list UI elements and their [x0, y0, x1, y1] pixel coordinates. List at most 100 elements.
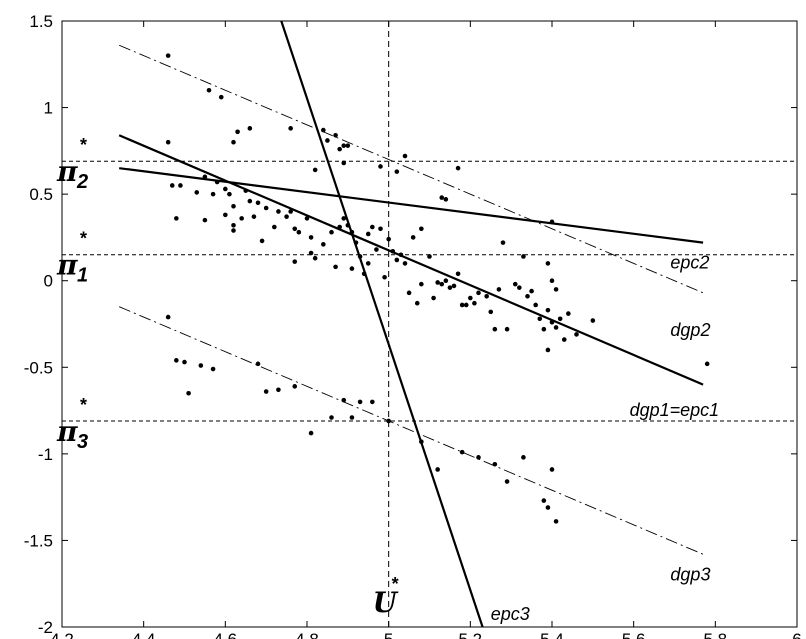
data-point	[312, 255, 318, 261]
data-point	[521, 254, 526, 259]
data-point	[427, 254, 432, 259]
data-point	[231, 228, 236, 233]
data-point	[517, 285, 522, 290]
data-point	[704, 361, 710, 367]
line-dgp2	[118, 44, 704, 294]
data-point	[549, 467, 555, 472]
y-tick-label: -0.5	[24, 358, 53, 377]
axis-ticks: 4.2 4.4 4.6 4.8 5 5.2 5.4 5.6 5.8 6 1.5 1 0.5 0 -0.5 -1…	[24, 12, 802, 639]
data-point	[553, 325, 559, 330]
data-point	[227, 191, 232, 197]
data-point	[341, 397, 347, 403]
data-point	[296, 229, 302, 235]
data-point	[525, 293, 530, 299]
data-point	[488, 309, 494, 315]
data-point	[202, 217, 208, 223]
data-point	[333, 264, 338, 270]
data-point	[476, 290, 481, 296]
reference-lines	[62, 21, 797, 627]
data-point	[443, 278, 449, 284]
line-labels: epc2 dgp2 dgp1=epc1 dgp3 epc3	[491, 253, 719, 624]
data-point	[341, 143, 347, 148]
data-point	[541, 498, 547, 503]
data-point	[590, 318, 596, 323]
data-point	[574, 332, 579, 337]
symbol-pi: π	[56, 155, 78, 188]
data-point	[472, 300, 477, 306]
data-point	[272, 224, 277, 230]
data-point	[378, 164, 383, 169]
data-point	[435, 280, 440, 285]
data-point	[169, 183, 175, 188]
x-tick-label: 4.2	[50, 630, 74, 639]
data-point	[345, 223, 351, 228]
y-tick-label: 0.5	[29, 185, 53, 204]
superscript-star: *	[392, 574, 399, 594]
data-point	[304, 216, 310, 221]
data-point	[202, 174, 208, 180]
data-point	[357, 399, 363, 405]
data-point	[288, 209, 293, 214]
data-point	[174, 216, 179, 221]
data-point	[325, 138, 330, 143]
data-point	[345, 143, 351, 148]
symbol-pi3-star: *π 3	[56, 395, 88, 453]
data-point	[174, 358, 179, 363]
data-point	[337, 146, 342, 152]
data-point	[419, 226, 424, 232]
data-point	[247, 126, 253, 131]
data-point	[439, 281, 445, 287]
data-point	[406, 290, 412, 296]
data-point	[545, 261, 551, 266]
data-point	[549, 219, 555, 225]
data-point	[165, 53, 171, 58]
data-point	[370, 399, 375, 405]
data-point	[492, 461, 498, 467]
reference-symbols: *π 2*π 1*π 3U*	[56, 135, 399, 619]
symbol-pi: π	[56, 415, 78, 448]
data-point	[341, 160, 347, 166]
data-point	[288, 126, 293, 131]
data-point	[214, 179, 220, 185]
data-point	[276, 387, 281, 393]
data-point	[521, 455, 526, 460]
data-point	[451, 283, 457, 289]
data-point	[247, 198, 253, 204]
data-point	[239, 216, 244, 221]
x-tick-label: 5.2	[459, 630, 483, 639]
data-point	[419, 281, 424, 287]
data-point	[263, 389, 269, 394]
data-point	[374, 247, 379, 252]
data-point	[349, 266, 355, 271]
data-point	[455, 165, 461, 171]
data-point	[390, 248, 396, 254]
data-point	[255, 361, 261, 367]
data-point	[231, 139, 236, 145]
data-point	[223, 186, 228, 192]
data-point	[398, 252, 404, 258]
superscript-star: *	[80, 229, 87, 249]
data-point	[529, 288, 534, 294]
data-point	[504, 326, 510, 332]
data-point	[533, 302, 538, 308]
data-point	[337, 224, 342, 230]
data-point	[463, 302, 469, 308]
axes-frame	[61, 20, 798, 628]
data-point	[292, 384, 298, 389]
data-point	[541, 326, 547, 332]
label-dgp3: dgp3	[670, 564, 710, 584]
x-tick-label: 4.8	[295, 630, 319, 639]
symbol-pi: π	[56, 249, 78, 282]
data-point	[357, 254, 363, 259]
y-tick-label: 1.5	[29, 12, 53, 31]
data-point	[165, 139, 171, 145]
data-point	[476, 455, 481, 460]
data-point	[231, 203, 236, 209]
data-point	[468, 295, 473, 301]
data-point	[431, 295, 436, 301]
data-point	[182, 359, 187, 365]
data-point	[370, 224, 375, 230]
data-point	[276, 209, 281, 214]
data-point	[329, 415, 334, 420]
data-point	[210, 366, 216, 372]
